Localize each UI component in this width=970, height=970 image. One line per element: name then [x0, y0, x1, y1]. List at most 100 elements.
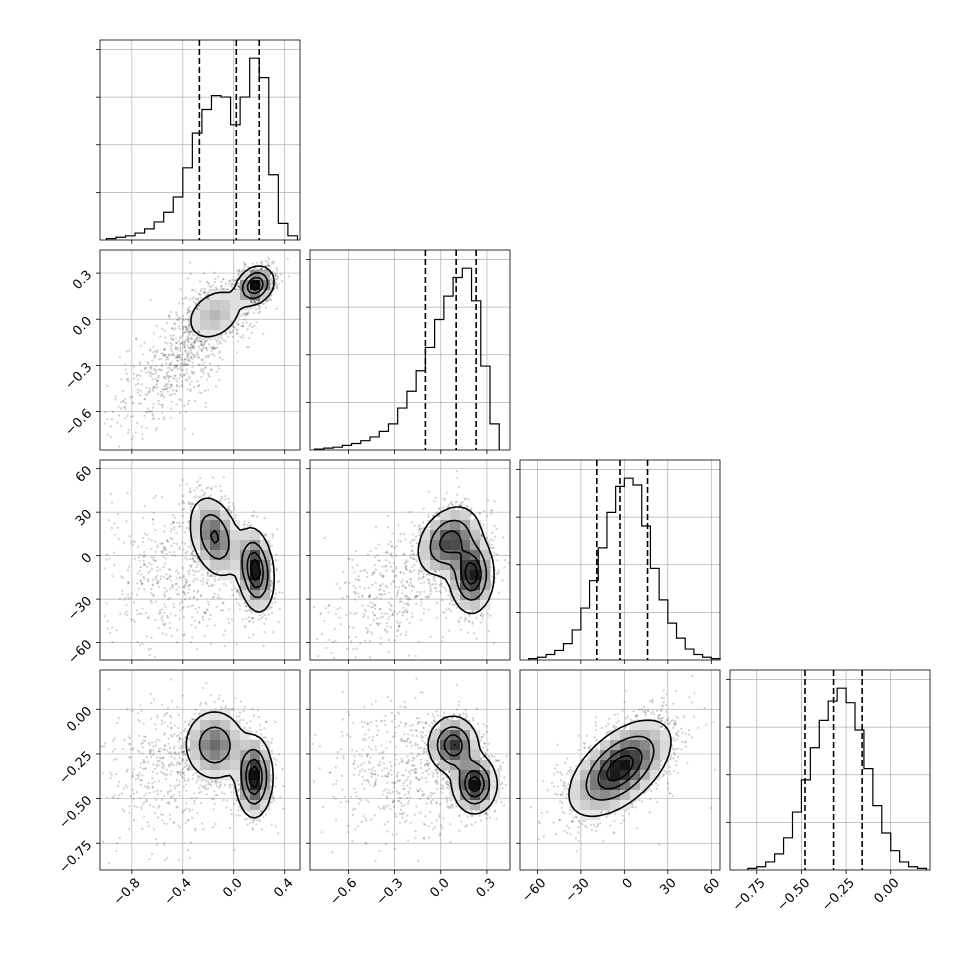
scatter-point	[170, 383, 173, 386]
scatter-point	[150, 371, 153, 374]
scatter-point	[178, 411, 182, 415]
scatter-point	[195, 495, 198, 498]
scatter-point	[224, 494, 227, 498]
scatter-point	[269, 568, 272, 572]
axes-frame	[519, 459, 721, 661]
scatter-point	[151, 359, 154, 362]
scatter-point	[129, 596, 132, 599]
scatter-point	[236, 282, 239, 286]
scatter-point	[168, 551, 171, 554]
scatter-point	[244, 262, 247, 266]
scatter-point	[196, 336, 199, 339]
scatter-point	[182, 634, 185, 637]
scatter-point	[203, 341, 206, 344]
density-cell	[250, 290, 261, 301]
scatter-point	[218, 356, 222, 359]
scatter-point	[263, 533, 266, 536]
density-cell	[250, 540, 261, 551]
scatter-point	[117, 405, 120, 408]
scatter-point	[190, 338, 193, 341]
scatter-point	[264, 534, 267, 538]
scatter-point	[154, 494, 158, 497]
scatter-point	[197, 330, 201, 333]
scatter-point	[204, 340, 207, 343]
scatter-point	[191, 569, 194, 572]
scatter-point	[149, 348, 152, 351]
scatter-point	[103, 615, 106, 618]
scatter-point	[211, 284, 214, 287]
scatter-point	[150, 410, 154, 413]
scatter-point	[196, 561, 199, 564]
scatter-point	[220, 506, 223, 509]
scatter-point	[146, 616, 150, 620]
scatter-point	[203, 493, 206, 496]
scatter-point	[193, 577, 196, 581]
scatter-point	[243, 602, 246, 605]
scatter-point	[227, 497, 230, 501]
scatter-point	[253, 311, 256, 314]
scatter-point	[126, 569, 129, 572]
scatter-point	[263, 517, 266, 520]
scatter-point	[150, 556, 153, 559]
scatter-point	[160, 403, 163, 407]
scatter-point	[259, 613, 262, 617]
scatter-point	[173, 366, 176, 370]
density-cell	[250, 530, 261, 541]
scatter-point	[166, 390, 169, 393]
scatter-point	[193, 570, 196, 573]
scatter-point	[152, 385, 155, 388]
scatter-point	[188, 502, 191, 506]
scatter-point	[136, 641, 139, 644]
scatter-point	[188, 596, 191, 600]
scatter-point	[167, 380, 171, 383]
scatter-point	[182, 548, 185, 551]
scatter-point	[181, 297, 184, 300]
scatter-point	[123, 598, 126, 601]
scatter-point	[216, 596, 219, 599]
scatter-point	[178, 339, 181, 342]
scatter-point	[201, 615, 204, 619]
scatter-point	[185, 296, 188, 299]
scatter-point	[142, 353, 145, 356]
scatter-point	[193, 339, 196, 342]
density-cell	[200, 530, 211, 541]
density-cell	[210, 300, 221, 311]
scatter-point	[164, 547, 167, 550]
scatter-point	[176, 577, 179, 580]
scatter-point	[152, 351, 155, 354]
scatter-point	[189, 388, 192, 391]
scatter-point	[210, 487, 213, 491]
scatter-point	[183, 297, 187, 300]
scatter-point	[253, 324, 256, 328]
scatter-point	[187, 330, 190, 333]
scatter-point	[180, 321, 183, 324]
scatter-point	[141, 607, 144, 610]
scatter-point	[215, 605, 218, 608]
scatter-point	[148, 387, 151, 390]
scatter-point	[253, 267, 256, 270]
density-cell	[220, 540, 231, 551]
scatter-point	[184, 598, 187, 601]
scatter-point	[162, 622, 165, 626]
scatter-point	[184, 362, 187, 365]
scatter-point	[153, 559, 156, 563]
scatter-point	[154, 350, 157, 353]
scatter-point	[236, 602, 239, 605]
scatter-point	[125, 372, 128, 375]
panel-content	[100, 460, 300, 660]
scatter-point	[178, 343, 181, 346]
scatter-point	[167, 374, 170, 378]
scatter-point	[238, 288, 241, 291]
scatter-point	[210, 286, 213, 289]
hist-panel-3	[726, 669, 931, 874]
scatter-point	[171, 389, 175, 392]
scatter-point	[213, 577, 216, 581]
scatter-point	[198, 356, 201, 359]
scatter-point	[158, 568, 162, 571]
scatter-point	[152, 367, 155, 370]
scatter-point	[276, 581, 280, 584]
scatter-point	[171, 585, 174, 588]
scatter-point	[212, 583, 215, 586]
scatter-point	[173, 322, 177, 325]
scatter-point	[200, 392, 203, 395]
